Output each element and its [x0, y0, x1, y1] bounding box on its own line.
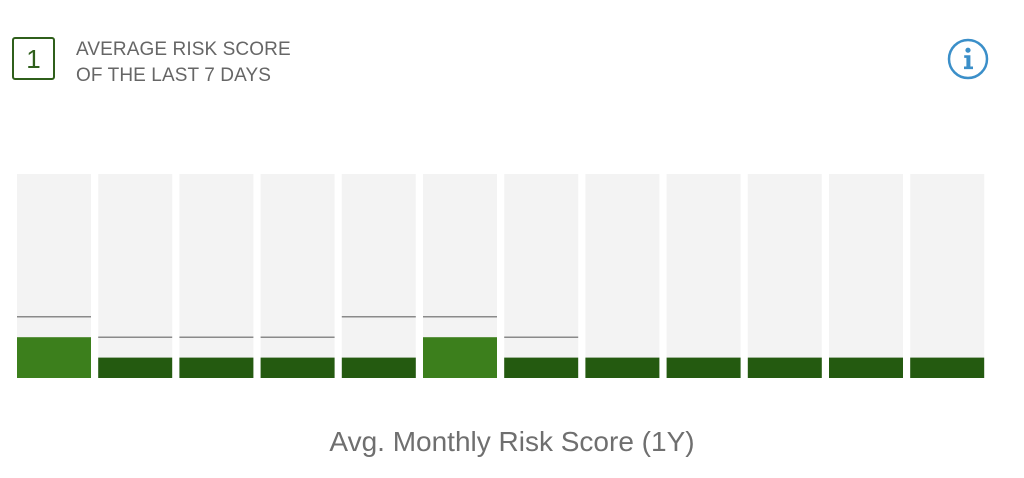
bar-track — [423, 174, 497, 378]
bar — [504, 357, 579, 378]
score-value: 1 — [26, 43, 41, 74]
header-title-line-2: OF THE LAST 7 DAYS — [76, 65, 272, 86]
header-title: AVERAGE RISK SCORE OF THE LAST 7 DAYS — [76, 37, 396, 89]
bar-track — [504, 174, 579, 378]
bar-track — [98, 174, 173, 378]
bar — [829, 357, 903, 378]
bar — [17, 337, 91, 378]
bar-track — [341, 174, 416, 378]
bar — [747, 357, 822, 378]
info-icon[interactable] — [947, 38, 989, 80]
bar-track — [260, 174, 335, 378]
bar-track — [179, 174, 254, 378]
bar — [910, 357, 985, 378]
bar — [260, 357, 335, 378]
bar-track — [747, 174, 822, 378]
bar — [423, 337, 497, 378]
bar-track — [585, 174, 660, 378]
score-box: 1 — [12, 37, 55, 80]
bar — [585, 357, 660, 378]
bar — [666, 357, 741, 378]
bar — [179, 357, 254, 378]
header-title-line-1: AVERAGE RISK SCORE — [76, 39, 291, 60]
bar-track — [17, 174, 91, 378]
bar — [98, 357, 173, 378]
bar — [341, 357, 416, 378]
bar-track — [829, 174, 903, 378]
bar-track — [910, 174, 985, 378]
x-axis-label: Avg. Monthly Risk Score (1Y) — [329, 426, 695, 457]
bar-track — [666, 174, 741, 378]
chart-header: 1 AVERAGE RISK SCORE OF THE LAST 7 DAYS — [12, 37, 1012, 89]
